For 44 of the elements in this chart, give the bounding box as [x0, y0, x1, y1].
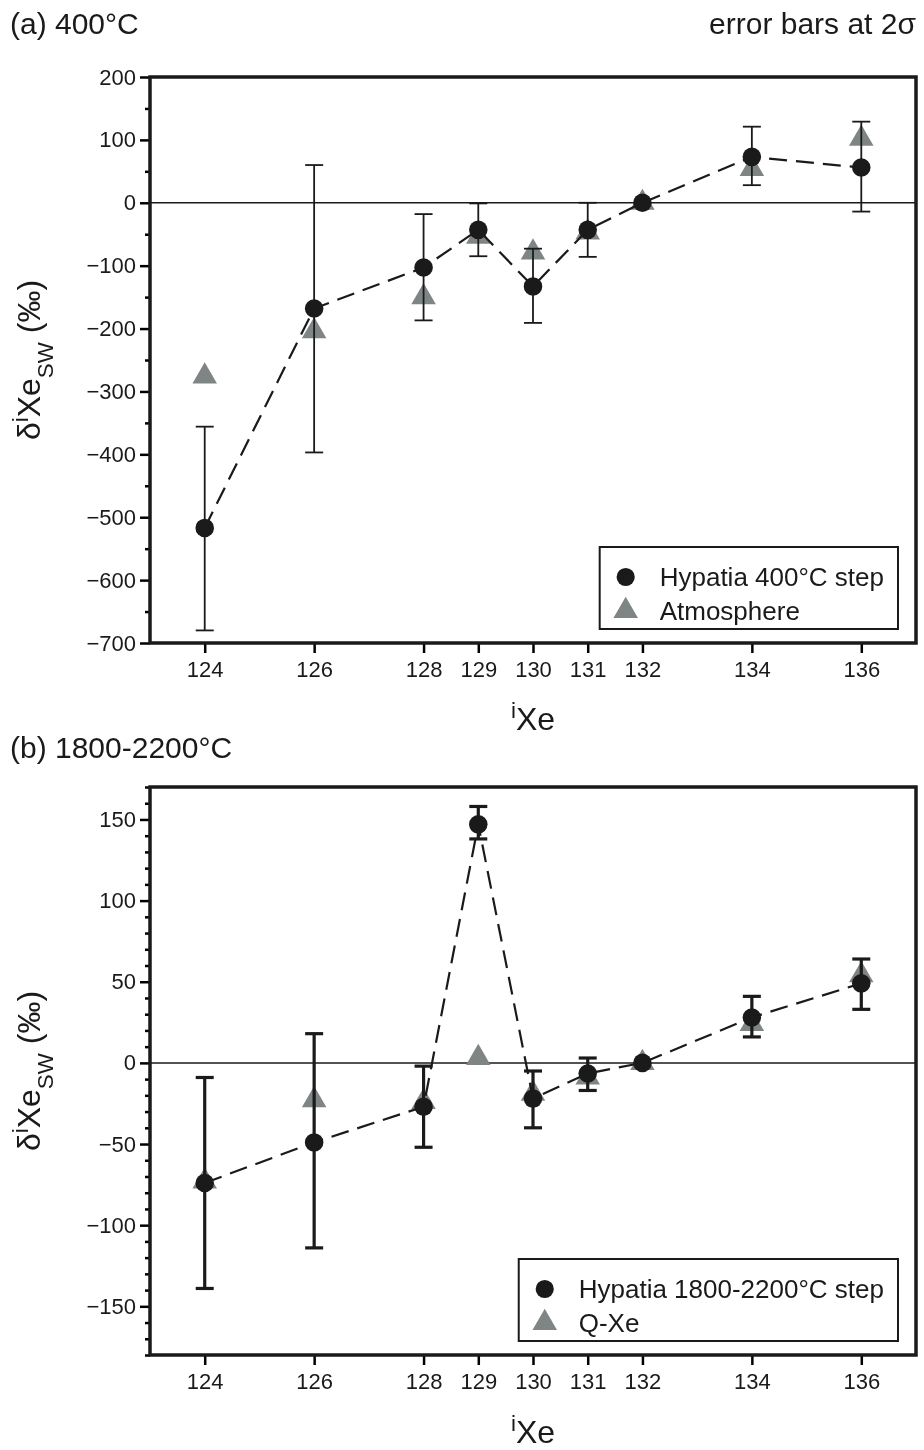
y-tick-label: −100 [86, 253, 136, 279]
y-tick-label: −700 [86, 630, 136, 656]
x-tick-label: 128 [405, 656, 443, 682]
y-tick-label: 100 [99, 888, 136, 914]
legend-label: Atmosphere [659, 596, 800, 626]
x-tick-label: 124 [186, 656, 224, 682]
x-tick-label: 129 [460, 1368, 498, 1394]
x-tick-label: 131 [569, 656, 607, 682]
x-tick-label: 131 [569, 1368, 607, 1394]
y-tick-label: 150 [99, 807, 136, 832]
y-tick-label: 0 [123, 1050, 136, 1076]
y-tick-label: 100 [99, 127, 136, 153]
y-tick-label: −150 [86, 1293, 136, 1319]
x-tick-label: 126 [296, 1368, 333, 1394]
x-axis-title: $^{i}$Xe [510, 697, 556, 737]
y-tick-label: −600 [86, 567, 136, 593]
x-tick-label: 126 [296, 656, 333, 682]
x-tick-label: 134 [734, 656, 771, 682]
x-tick-label: 124 [186, 1368, 224, 1394]
y-tick-label: −50 [98, 1131, 136, 1157]
y-tick-label: 200 [99, 64, 136, 90]
x-tick-label: 136 [843, 656, 881, 682]
x-tick-label: 128 [405, 1368, 443, 1394]
x-tick-label: 129 [460, 656, 498, 682]
legend-label: Hypatia 1800-2200°C step [578, 1274, 884, 1304]
legend-label: Hypatia 400°C step [659, 562, 884, 592]
x-tick-label: 134 [734, 1368, 771, 1394]
x-axis-title: $^{i}$Xe [510, 1410, 556, 1450]
text: error bars at 2σ [709, 7, 917, 40]
x-tick-label: 132 [624, 1368, 662, 1394]
x-tick-label: 130 [515, 1368, 552, 1394]
legend-label: Q-Xe [578, 1308, 640, 1338]
x-tick-label: 130 [515, 656, 552, 682]
chart-title: (b) 1800-2200°C [10, 731, 233, 764]
chart-title: (a) 400°C [10, 7, 139, 40]
x-tick-label: 132 [624, 656, 662, 682]
y-tick-label: −200 [86, 316, 136, 342]
y-tick-label: −300 [86, 378, 136, 404]
x-tick-label: 136 [843, 1368, 881, 1394]
y-tick-label: −500 [86, 504, 136, 530]
y-tick-label: −400 [86, 441, 136, 467]
y-tick-label: −100 [86, 1212, 136, 1238]
y-tick-label: 50 [111, 969, 136, 995]
y-tick-label: 0 [123, 190, 136, 216]
